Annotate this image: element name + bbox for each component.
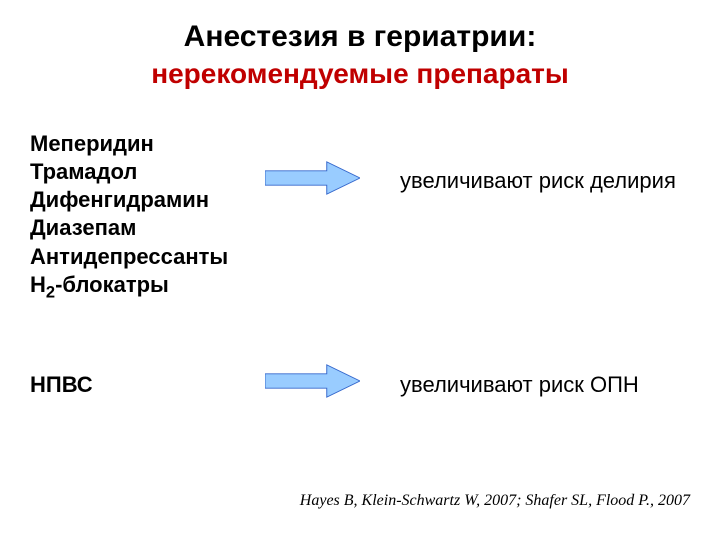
h2-suffix: -блокатры — [55, 272, 169, 297]
arrow-shape — [265, 365, 360, 397]
h2-sub: 2 — [46, 283, 55, 301]
arrow-shape — [265, 162, 360, 194]
arrow-icon — [265, 160, 360, 196]
h2-prefix: Н — [30, 272, 46, 297]
effect-opn: увеличивают риск ОПН — [400, 372, 639, 398]
citation: Hayes B, Klein-Schwartz W, 2007; Shafer … — [0, 492, 690, 510]
title-sub: нерекомендуемые препараты — [0, 56, 720, 91]
arrow-icon — [265, 363, 360, 399]
drug-item-h2: Н2-блокатры — [30, 271, 228, 304]
nsaid-label: НПВС — [30, 372, 93, 398]
drug-item: Антидепрессанты — [30, 243, 228, 271]
title-main: Анестезия в гериатрии: — [0, 18, 720, 56]
drug-list: Меперидин Трамадол Дифенгидрамин Диазепа… — [30, 130, 228, 303]
drug-item: Дифенгидрамин — [30, 186, 228, 214]
title-block: Анестезия в гериатрии: нерекомендуемые п… — [0, 0, 720, 91]
effect-delirium: увеличивают риск делирия — [400, 168, 676, 194]
drug-item: Меперидин — [30, 130, 228, 158]
slide: Анестезия в гериатрии: нерекомендуемые п… — [0, 0, 720, 540]
drug-item: Диазепам — [30, 214, 228, 242]
drug-item: Трамадол — [30, 158, 228, 186]
